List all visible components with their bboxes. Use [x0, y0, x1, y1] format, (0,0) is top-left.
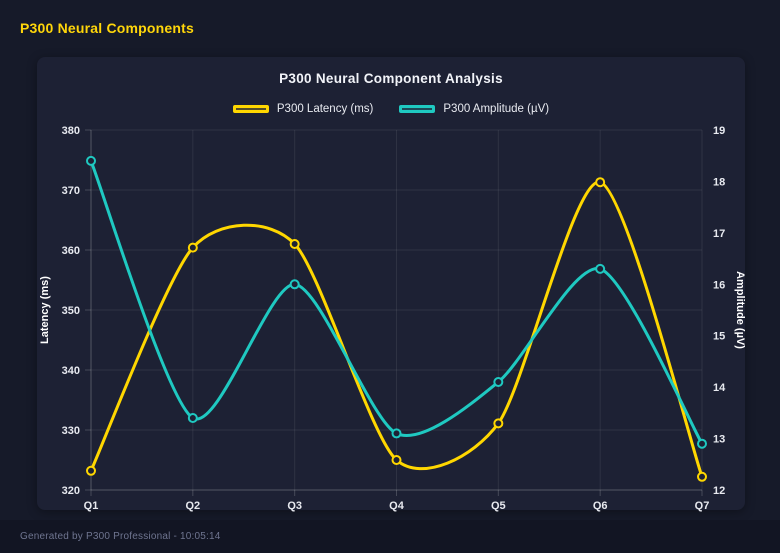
legend-item-amplitude[interactable]: P300 Amplitude (µV) — [399, 103, 549, 115]
chart-title: P300 Neural Component Analysis — [279, 71, 503, 86]
legend-item-latency[interactable]: P300 Latency (ms) — [232, 103, 374, 115]
status-bar: Generated by P300 Professional - 10:05:1… — [0, 520, 780, 553]
amplitude-legend-swatch — [399, 105, 436, 113]
chart-legend: P300 Latency (ms) P300 Amplitude (µV) — [37, 103, 745, 115]
latency-legend-swatch — [232, 105, 269, 113]
page-title: P300 Neural Components — [20, 20, 194, 36]
latency-legend-label: P300 Latency (ms) — [276, 103, 374, 115]
chart-card: P300 Neural Component Analysis P300 Late… — [37, 57, 745, 510]
amplitude-legend-label: P300 Amplitude (µV) — [443, 103, 550, 115]
generated-by-text: Generated by P300 Professional - 10:05:1… — [20, 531, 221, 542]
